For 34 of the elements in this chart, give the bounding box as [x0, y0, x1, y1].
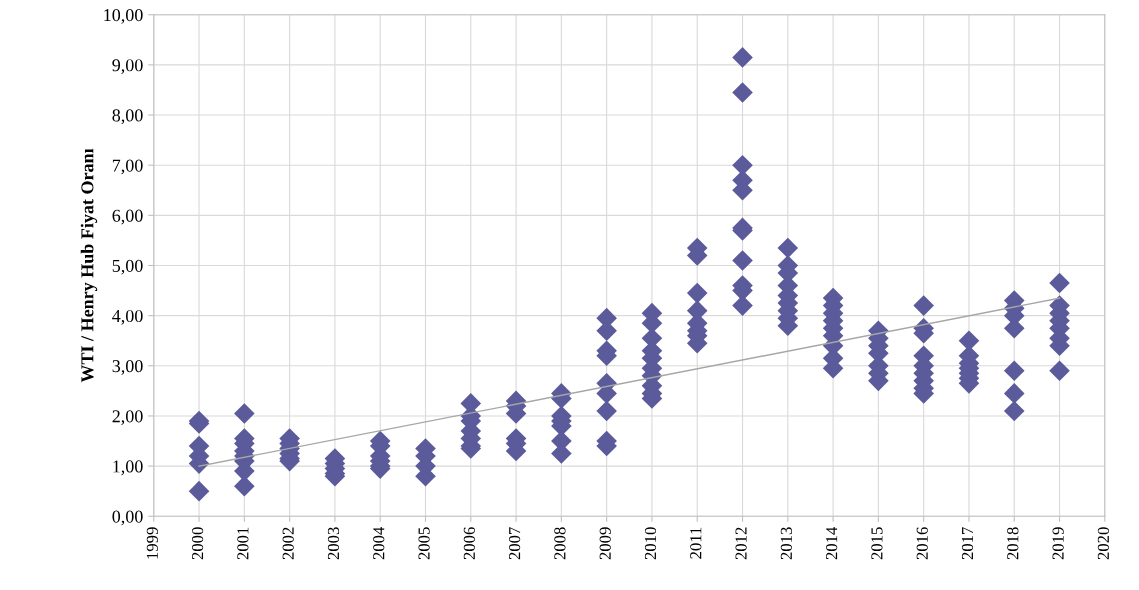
- y-axis-title: WTI / Henry Hub Fiyat Oranı: [80, 148, 98, 383]
- x-tick-label: 2018: [1007, 527, 1019, 560]
- y-tick-label: 2,00: [112, 410, 143, 425]
- x-tick-label: 2002: [282, 527, 294, 560]
- x-tick-label: 2011: [690, 527, 702, 559]
- x-tick-label: 2010: [644, 527, 657, 560]
- x-tick-label: 2017: [961, 527, 974, 560]
- y-tick-label: 6,00: [112, 209, 143, 225]
- y-tick-label: 7,00: [112, 159, 143, 175]
- x-tick-label: 2009: [599, 527, 611, 560]
- x-tick-label: 2004: [373, 526, 385, 560]
- y-tick-label: 8,00: [112, 109, 143, 125]
- x-tick-label: 2019: [1052, 527, 1064, 560]
- y-tick-label: 0,00: [112, 510, 143, 526]
- x-tick-label: 2014: [826, 526, 838, 560]
- x-tick-label: 2003: [327, 527, 340, 560]
- y-tick-label: 9,00: [112, 59, 143, 74]
- y-tick-label: 10,00: [104, 9, 143, 24]
- y-tick-label: 3,00: [112, 360, 143, 375]
- y-tick-label: 5,00: [112, 259, 143, 275]
- x-tick-label: 2005: [418, 527, 430, 560]
- x-tick-label: 2012: [735, 527, 747, 560]
- x-tick-label: 2013: [780, 527, 792, 560]
- x-tick-label: 1999: [146, 527, 158, 559]
- x-tick-label: 2007: [509, 527, 521, 560]
- x-tick-label: 2006: [463, 527, 475, 560]
- x-tick-label: 2020: [1097, 527, 1109, 560]
- x-tick-label: 2015: [871, 527, 883, 560]
- y-tick-label: 4,00: [112, 309, 143, 325]
- x-tick-label: 2016: [916, 527, 928, 560]
- x-tick-label: 2008: [554, 527, 566, 560]
- x-tick-label: 2001: [237, 527, 249, 560]
- y-tick-label: 1,00: [113, 460, 143, 476]
- x-tick-label: 2000: [191, 527, 204, 560]
